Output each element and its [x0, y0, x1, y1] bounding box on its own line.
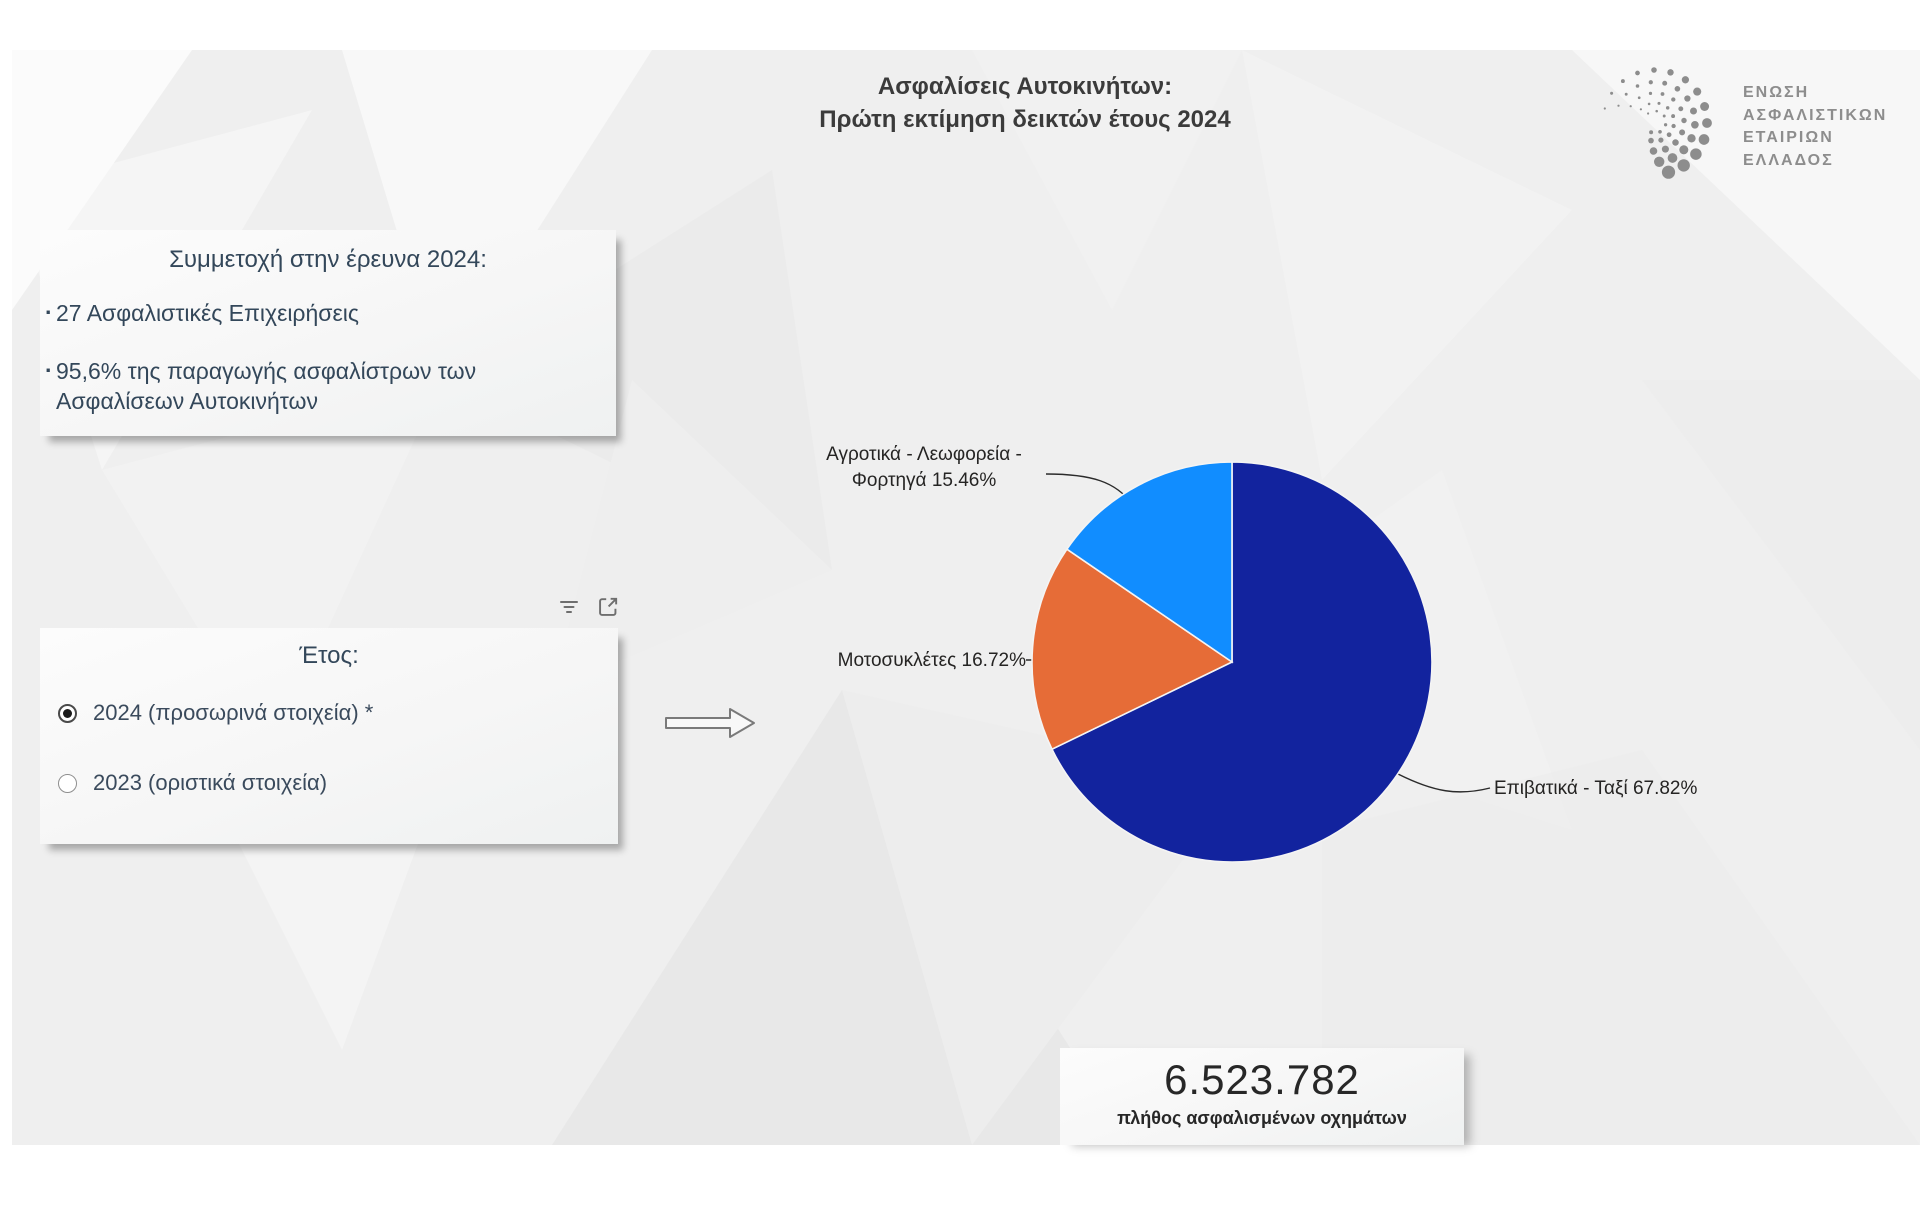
page-title-line2: Πρώτη εκτίμηση δεικτών έτους 2024	[819, 106, 1231, 133]
pie-slice-2[interactable]	[1065, 461, 1233, 664]
radio-unselected-icon[interactable]	[58, 773, 77, 793]
participation-bullet-2: 95,6% της παραγωγής ασφαλίστρων των Ασφα…	[45, 355, 526, 416]
participation-bullet-1: 27 Ασφαλιστικές Επιχειρήσεις	[45, 297, 616, 328]
right-arrow-icon	[665, 708, 755, 738]
focus-mode-icon[interactable]	[596, 595, 620, 619]
pie-label-motorcycles: Μοτοσυκλέτες 16.72%	[837, 650, 1026, 671]
org-name-line: ΕΝΩΣΗ	[1743, 84, 1810, 101]
org-name-line: ΕΤΑΙΡΙΩΝ	[1743, 129, 1834, 146]
page-title-line1: Ασφαλίσεις Αυτοκινήτων:	[877, 73, 1173, 100]
kpi-card: 6.523.782 πλήθος ασφαλισμένων οχημάτων	[1060, 1048, 1464, 1145]
pie-slice-0[interactable]	[1050, 461, 1433, 863]
kpi-label: πλήθος ασφαλισμένων οχημάτων	[1117, 1108, 1407, 1128]
year-slicer-title: Έτος:	[299, 642, 359, 669]
participation-panel: Συμμετοχή στην έρευνα 2024: 27 Ασφαλιστι…	[40, 230, 616, 436]
kpi-value: 6.523.782	[1164, 1056, 1360, 1103]
year-option-label[interactable]: 2024 (προσωρινά στοιχεία) *	[93, 700, 374, 725]
pie-slice-1[interactable]	[1031, 548, 1234, 751]
participation-title: Συμμετοχή στην έρευνα 2024:	[169, 246, 487, 273]
year-option-label[interactable]: 2023 (οριστικά στοιχεία)	[93, 770, 328, 795]
pie-chart: Αγροτικά - Λεωφορεία - Φορτηγά 15.46% Μο…	[800, 430, 1750, 863]
radio-selected-icon[interactable]	[58, 703, 77, 723]
page-title: Ασφαλίσεις Αυτοκινήτων: Πρώτη εκτίμηση δ…	[640, 70, 1410, 136]
org-name-line: ΕΛΛΑΔΟΣ	[1743, 151, 1834, 169]
pie-label-agro-bus-truck: Αγροτικά - Λεωφορεία - Φορτηγά 15.46%	[826, 444, 1022, 491]
year-option-2023[interactable]: 2023 (οριστικά στοιχεία)	[58, 770, 327, 796]
pie-label-passenger-taxi: Επιβατικά - Ταξί 67.82%	[1494, 778, 1698, 799]
filter-icon[interactable]	[558, 596, 580, 618]
year-slicer-panel: Έτος: 2024 (προσωρινά στοιχεία) * 2023 (…	[40, 628, 618, 844]
org-logo-text: ΕΝΩΣΗ ΑΣΦΑΛΙΣΤΙΚΩΝ ΕΤΑΙΡΙΩΝ ΕΛΛΑΔΟΣ	[1743, 82, 1887, 172]
org-name-line: ΑΣΦΑΛΙΣΤΙΚΩΝ	[1743, 106, 1888, 124]
year-option-2024[interactable]: 2024 (προσωρινά στοιχεία) *	[58, 700, 373, 726]
dot-spiral-logo-icon	[1603, 67, 1712, 179]
visual-header	[530, 592, 620, 622]
pie-plot-area[interactable]	[1028, 458, 1436, 866]
org-logo: ΕΝΩΣΗ ΑΣΦΑΛΙΣΤΙΚΩΝ ΕΤΑΙΡΙΩΝ ΕΛΛΑΔΟΣ	[1593, 62, 1913, 202]
